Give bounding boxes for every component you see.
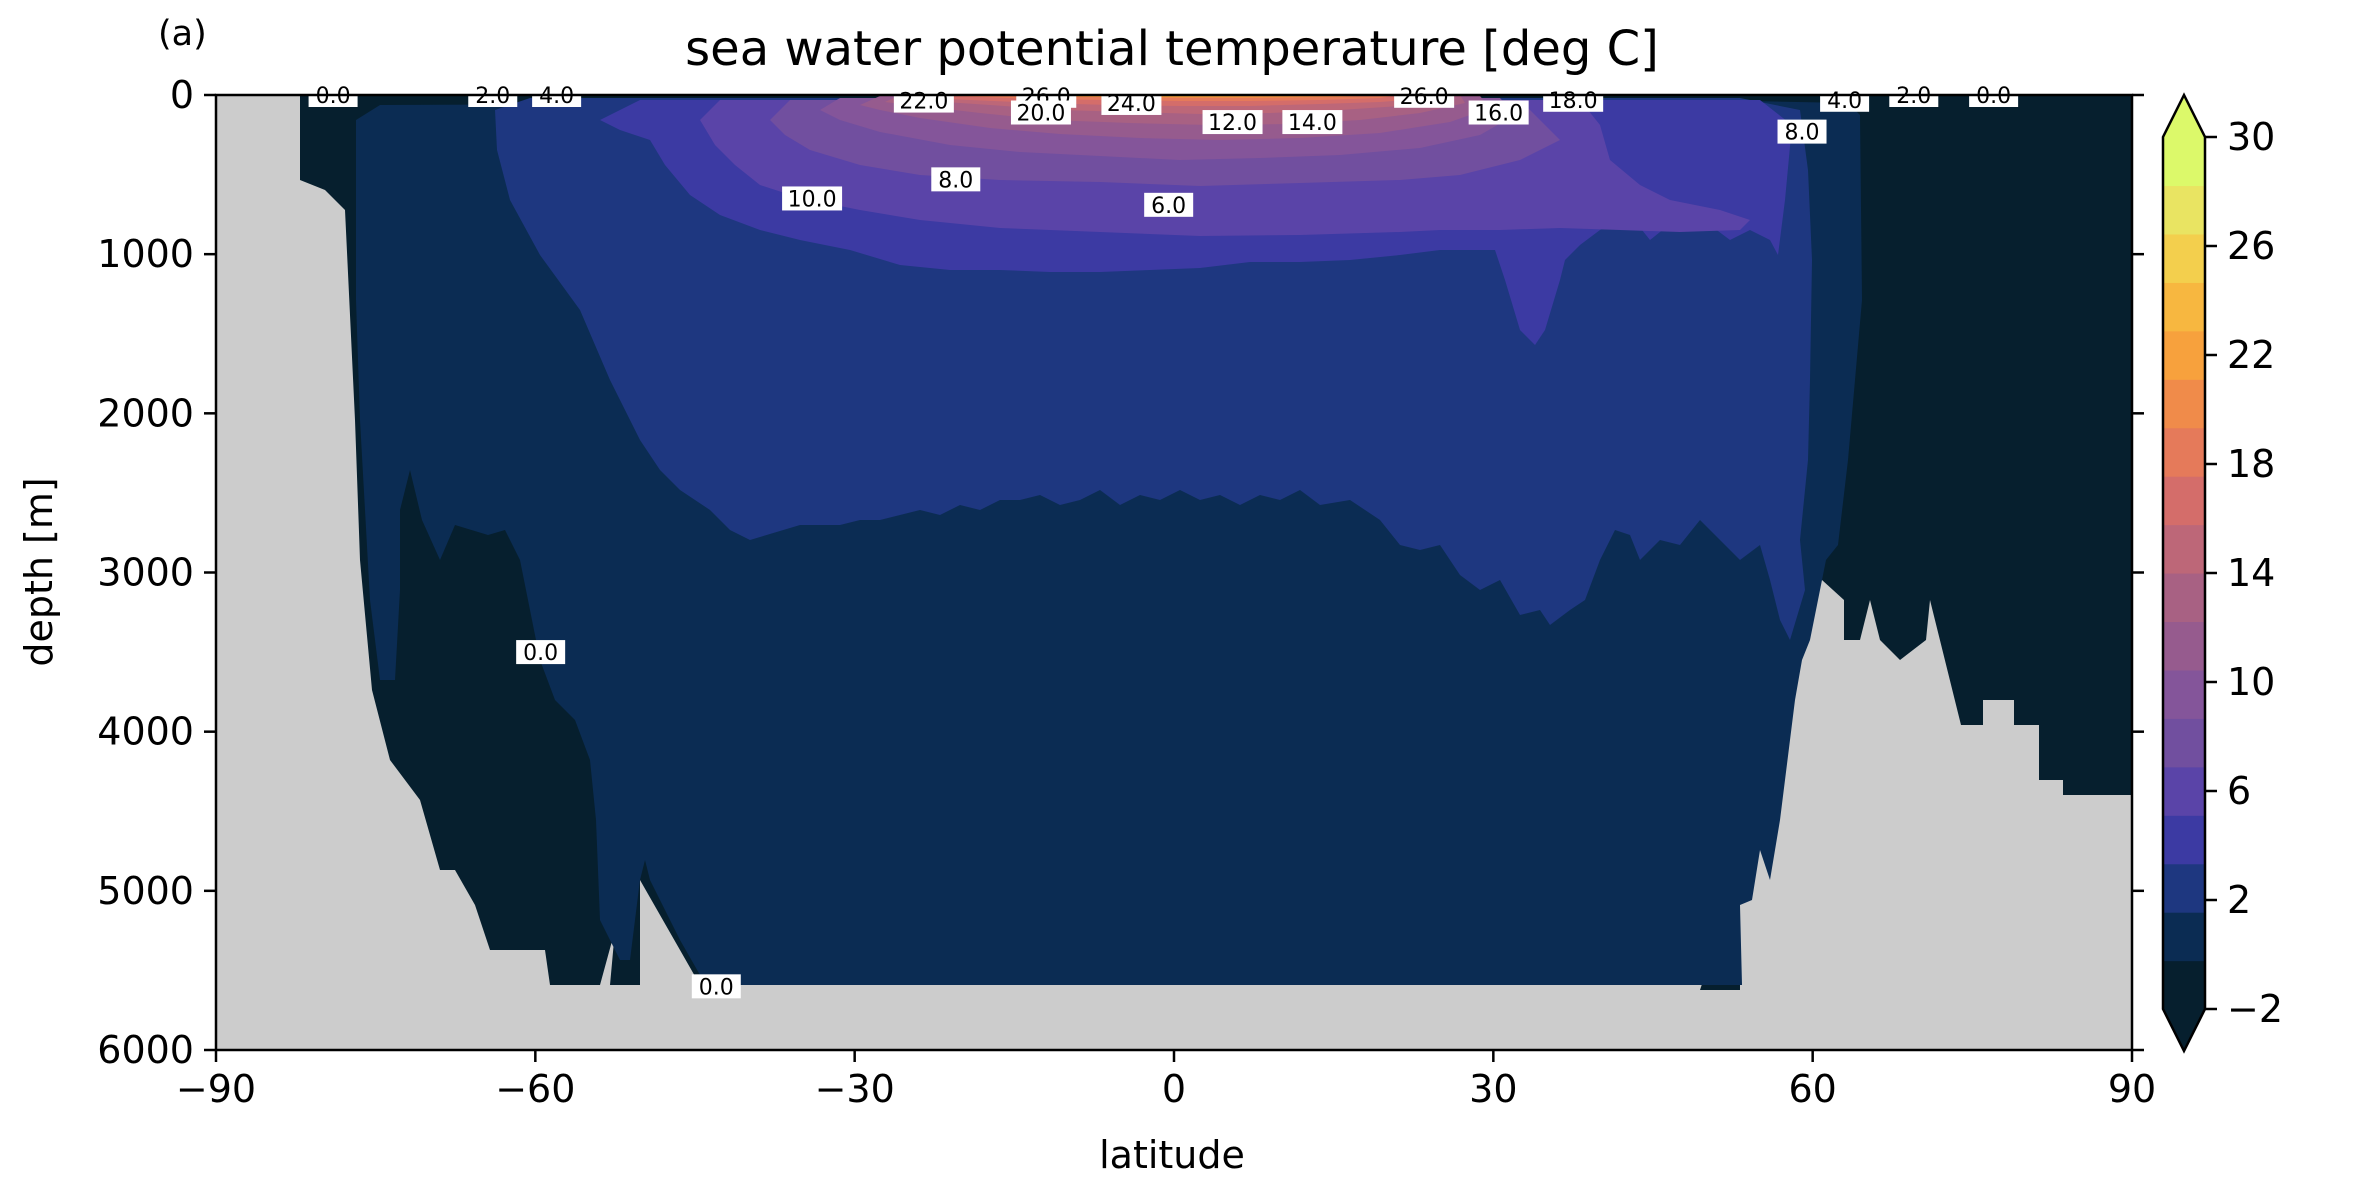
contour-label: 10.0: [788, 187, 837, 212]
contour-label: 0.0: [699, 975, 734, 1000]
colorbar-segment: [2163, 233, 2205, 283]
y-tick-label: 2000: [97, 391, 194, 435]
contour-label: 14.0: [1288, 111, 1337, 136]
contour-label-bg: [1468, 100, 1529, 125]
colorbar-extend-min: [2163, 1009, 2205, 1051]
contour-label: 4.0: [1827, 89, 1862, 114]
x-axis-label: latitude: [1099, 1133, 1245, 1177]
y-tick-label: 6000: [97, 1028, 194, 1072]
contour-label: 20.0: [1016, 102, 1065, 127]
colorbar-tick-label: 6: [2227, 769, 2251, 813]
colorbar-segment: [2163, 718, 2205, 768]
colorbar-segment: [2163, 379, 2205, 429]
colorbar-extend-max: [2163, 95, 2205, 137]
colorbar-segment: [2163, 573, 2205, 623]
contour-label-bg: [1543, 87, 1604, 112]
contour-label: 4.0: [539, 84, 574, 109]
colorbar-segment: [2163, 960, 2205, 1010]
colorbar-segment: [2163, 137, 2205, 187]
contour-label-bg: [691, 974, 741, 999]
y-axis-label: depth [m]: [17, 477, 61, 666]
colorbar-segment: [2163, 815, 2205, 865]
contour-label: 8.0: [1785, 121, 1820, 146]
contour-label-bg: [1144, 192, 1194, 217]
contour-label: 22.0: [899, 90, 948, 115]
contour-label: 0.0: [523, 641, 558, 666]
colorbar-segment: [2163, 524, 2205, 574]
y-tick-label: 1000: [97, 232, 194, 276]
contour-label-bg: [782, 186, 843, 211]
contour-label: 6.0: [1151, 194, 1186, 219]
colorbar-segment: [2163, 621, 2205, 671]
colorbar-segment: [2163, 427, 2205, 477]
x-tick-label: 90: [2108, 1067, 2156, 1111]
contour-label: 0.0: [316, 84, 351, 109]
x-tick-label: 60: [1788, 1067, 1836, 1111]
contour-label-bg: [1202, 110, 1263, 135]
contour-label: 18.0: [1549, 89, 1598, 114]
colorbar-segment: [2163, 669, 2205, 719]
colorbar-tick-label: 30: [2227, 115, 2275, 159]
y-tick-label: 4000: [97, 710, 194, 754]
y-tick-label: 3000: [97, 551, 194, 595]
y-tick-label: 5000: [97, 869, 194, 913]
colorbar-tick-label: 14: [2227, 551, 2275, 595]
colorbar-segment: [2163, 766, 2205, 816]
contour-label: 2.0: [1896, 84, 1931, 109]
x-tick-label: −60: [495, 1067, 575, 1111]
colorbar-segment: [2163, 185, 2205, 235]
y-tick-label: 0: [170, 73, 194, 117]
contour-label: 8.0: [938, 168, 973, 193]
chart-title: sea water potential temperature [deg C]: [685, 21, 1659, 77]
x-tick-label: 0: [1162, 1067, 1186, 1111]
contour-label: 2.0: [475, 84, 510, 109]
contour-label: 12.0: [1208, 111, 1257, 136]
contour-label-bg: [931, 167, 981, 192]
colorbar-segment: [2163, 330, 2205, 380]
contour-label: 0.0: [1976, 84, 2011, 109]
contour-label: 26.0: [1400, 85, 1449, 110]
colorbar-tick-label: 18: [2227, 442, 2275, 486]
contour-label-bg: [1282, 110, 1343, 135]
colorbar-tick-label: 10: [2227, 660, 2275, 704]
contour-label-bg: [1820, 87, 1870, 112]
panel-label: (a): [158, 14, 207, 54]
y-axis: 0 1000 2000 3000 4000 5000 6000: [97, 73, 2144, 1072]
colorbar-segment: [2163, 476, 2205, 526]
plot-area: [216, 95, 2132, 1050]
x-tick-label: 30: [1469, 1067, 1517, 1111]
x-tick-label: −90: [176, 1067, 256, 1111]
colorbar-tick-label: 2: [2227, 878, 2251, 922]
contour-label: 16.0: [1474, 102, 1523, 127]
contour-label-bg: [893, 88, 954, 113]
contour-label-bg: [516, 640, 566, 665]
colorbar-tick-label: −2: [2227, 987, 2283, 1031]
colorbar-tick-label: 26: [2227, 224, 2275, 268]
colorbar-segment: [2163, 863, 2205, 913]
x-tick-label: −30: [815, 1067, 895, 1111]
colorbar-segment: [2163, 912, 2205, 962]
contour-label-bg: [1010, 100, 1071, 125]
colorbar-segment: [2163, 282, 2205, 332]
colorbar-tick-label: 22: [2227, 333, 2275, 377]
contour-label-bg: [1777, 119, 1827, 144]
x-axis: −90 −60 −30 0 30 60 90: [176, 1050, 2156, 1111]
